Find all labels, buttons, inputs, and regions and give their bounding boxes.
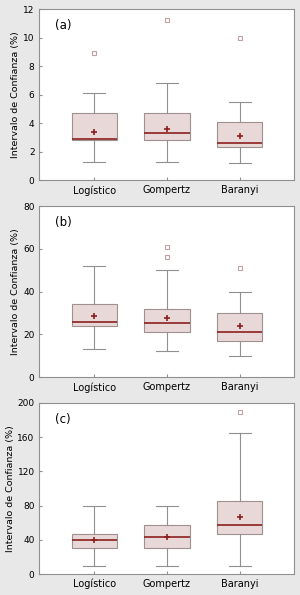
Y-axis label: Intervalo de Confianza (%): Intervalo de Confianza (%) <box>11 32 20 158</box>
Text: (a): (a) <box>55 19 71 32</box>
PathPatch shape <box>144 525 190 549</box>
Text: (c): (c) <box>55 413 70 426</box>
Y-axis label: Intervalo de Confianza (%): Intervalo de Confianza (%) <box>6 425 15 552</box>
PathPatch shape <box>217 313 262 341</box>
PathPatch shape <box>71 305 117 326</box>
PathPatch shape <box>217 122 262 148</box>
PathPatch shape <box>144 309 190 332</box>
Text: (b): (b) <box>55 216 71 229</box>
PathPatch shape <box>71 534 117 549</box>
Y-axis label: Intervalo de Confianza (%): Intervalo de Confianza (%) <box>11 228 20 355</box>
PathPatch shape <box>144 113 190 140</box>
PathPatch shape <box>71 113 117 140</box>
PathPatch shape <box>217 502 262 534</box>
